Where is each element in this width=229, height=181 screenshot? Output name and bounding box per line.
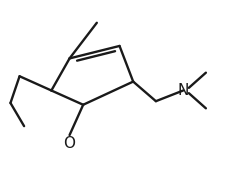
Text: O: O [63, 136, 75, 151]
Text: N: N [177, 83, 188, 98]
